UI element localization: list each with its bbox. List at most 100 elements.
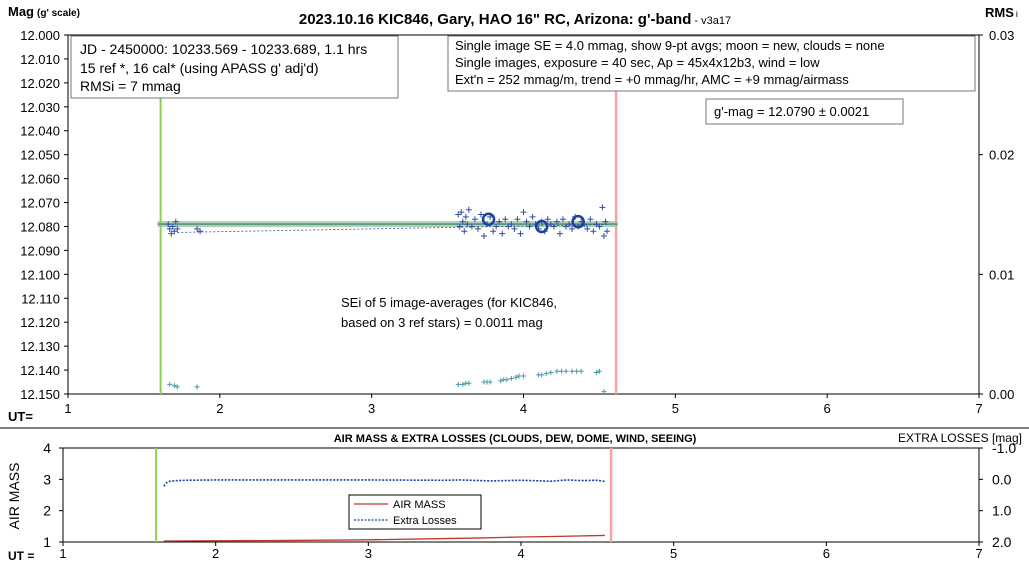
mag-point [508, 221, 515, 228]
y-tick-label: 12.150 [20, 387, 60, 402]
y2-tick-label: 0.02 [989, 148, 1014, 163]
mag-point [459, 218, 466, 225]
x-tick-label: 4 [520, 401, 527, 416]
rms-point [548, 369, 554, 375]
x-axis-label: UT= [8, 409, 33, 424]
mag-point [544, 216, 551, 223]
y2-axis-label: RMS i [985, 5, 1018, 20]
airmass-x-tick-labels: 1 2 3 4 5 6 7 [59, 542, 983, 561]
info-line: RMSi = 7 mmag [80, 78, 181, 94]
legend-label-extra-losses: Extra Losses [393, 515, 457, 527]
y-tick-label: 12.070 [20, 196, 60, 211]
info-box-jd: JD - 2450000: 10233.569 - 10233.689, 1.1… [70, 35, 399, 99]
mag-point [502, 216, 509, 223]
y-tick-label: 12.050 [20, 148, 60, 163]
mag-point [556, 230, 563, 237]
rms-point [167, 381, 173, 387]
y-tick-labels: 12.000 12.010 12.020 12.030 12.040 12.050 12.0… [20, 28, 68, 402]
airmass-chart-title: AIR MASS & EXTRA LOSSES (CLOUDS, DEW, DO… [334, 433, 697, 445]
mag-point [194, 225, 201, 232]
info-line: Single image SE = 4.0 mmag, show 9-pt av… [455, 38, 885, 53]
mag-point [468, 223, 475, 230]
mag-point [456, 223, 463, 230]
y-tick-label: 1 [43, 534, 51, 550]
rms-point [596, 368, 602, 374]
airmass-y-tick-labels: 1 2 3 4 [43, 440, 63, 550]
rms-point [578, 368, 584, 374]
airmass-legend: AIR MASS Extra Losses [348, 494, 482, 530]
rms-point [521, 373, 526, 379]
x-tick-label: 2 [216, 401, 223, 416]
mag-point [563, 223, 570, 230]
y-tick-label: 12.100 [20, 267, 60, 282]
mag-point [172, 218, 179, 225]
x-tick-label: 7 [975, 546, 982, 561]
x-tick-label: 5 [670, 546, 677, 561]
image-average-circle [481, 212, 496, 227]
rms-point [554, 368, 560, 374]
rms-point [543, 371, 549, 377]
y2-tick-labels: 0.00 0.01 0.02 0.03 [979, 28, 1014, 402]
rms-point [460, 381, 466, 387]
mag-point [523, 218, 530, 225]
rms-point [487, 379, 493, 385]
rms-point [563, 368, 569, 374]
y2-tick-label: 0.03 [989, 28, 1014, 43]
y-tick-label: 12.060 [20, 172, 60, 187]
mag-point [547, 221, 554, 228]
mag-point [550, 223, 557, 230]
sei-box: SEi of 5 image-averages (for KIC846, bas… [333, 290, 577, 338]
mag-point [593, 221, 600, 228]
y-tick-label: 4 [43, 440, 51, 456]
chart-title: 2023.10.16 KIC846, Gary, HAO 16" RC, Ari… [299, 11, 731, 28]
rms-point [504, 377, 510, 383]
y-axis-label-airmass: AIR MASS [6, 463, 22, 530]
image-average-circle [534, 219, 549, 234]
mag-point [569, 225, 576, 232]
x-tick-label: 5 [672, 401, 679, 416]
rms-point [593, 369, 599, 375]
rms-point [508, 375, 514, 381]
info-line: Single images, exposure = 40 sec, Ap = 4… [455, 55, 820, 70]
y-tick-label: 12.030 [20, 100, 60, 115]
mag-point [584, 225, 591, 232]
mag-point [602, 218, 609, 225]
y2-tick-label: 2.0 [992, 534, 1012, 550]
mag-point [566, 221, 573, 228]
y2-tick-label: 0.00 [989, 387, 1014, 402]
y-tick-label: 12.040 [20, 124, 60, 139]
y2-tick-label: 1.0 [992, 503, 1012, 519]
mag-point [499, 230, 506, 237]
y2-axis-label-extra-losses: EXTRA LOSSES [mag] [898, 431, 1022, 445]
mag-point [559, 216, 566, 223]
airmass-x-axis-label: UT = [8, 549, 34, 563]
mag-point [587, 216, 594, 223]
x-tick-label: 3 [365, 546, 372, 561]
result-box: g'-mag = 12.0790 ± 0.0021 [705, 98, 904, 125]
mag-point [462, 213, 469, 220]
rms-point [466, 380, 472, 386]
mag-point [165, 221, 172, 228]
x-tick-label: 6 [823, 546, 830, 561]
y2-tick-label: 0.01 [989, 267, 1014, 282]
mag-point [600, 233, 607, 240]
y-tick-label: 12.020 [20, 76, 60, 91]
mag-point [481, 233, 488, 240]
y-axis-label: Mag (g' scale) [8, 4, 80, 19]
rms-point [516, 373, 522, 379]
mag-point [169, 223, 176, 230]
x-tick-label: 7 [975, 401, 982, 416]
sei-line: SEi of 5 image-averages (for KIC846, [341, 295, 557, 310]
mag-point [471, 216, 478, 223]
extra-losses-tick-labels: 2.0 1.0 0.0 -1.0 [979, 440, 1016, 550]
mag-point [599, 204, 606, 211]
rms-point [513, 374, 519, 380]
rms-point [498, 378, 504, 384]
y-tick-label: 12.000 [20, 28, 60, 43]
x-tick-label: 2 [212, 546, 219, 561]
rms-point [194, 384, 200, 390]
y-tick-label: 12.090 [20, 243, 60, 258]
airmass-plot-area [62, 447, 980, 543]
x-tick-label: 3 [368, 401, 375, 416]
y-tick-label: 3 [43, 471, 51, 487]
